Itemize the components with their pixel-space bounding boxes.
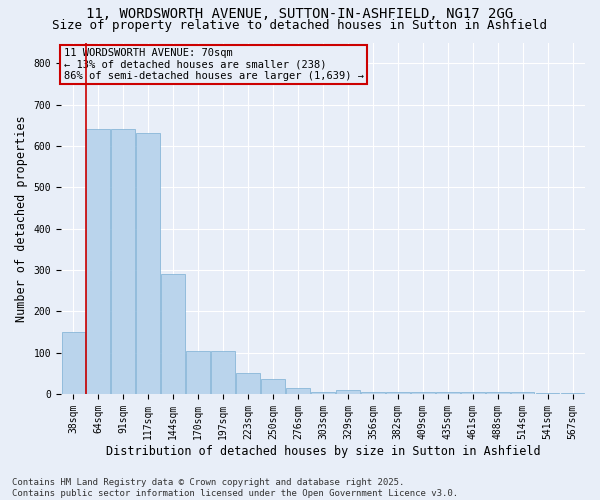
Text: Contains HM Land Registry data © Crown copyright and database right 2025.
Contai: Contains HM Land Registry data © Crown c… [12, 478, 458, 498]
Bar [211, 350, 235, 394]
Bar [336, 390, 360, 394]
X-axis label: Distribution of detached houses by size in Sutton in Ashfield: Distribution of detached houses by size … [106, 444, 540, 458]
Bar [286, 388, 310, 394]
Bar [560, 393, 584, 394]
Bar [486, 392, 509, 394]
Bar [187, 350, 210, 394]
Bar [361, 392, 385, 394]
Bar [461, 392, 485, 394]
Bar [86, 130, 110, 394]
Bar [386, 392, 410, 394]
Text: 11, WORDSWORTH AVENUE, SUTTON-IN-ASHFIELD, NG17 2GG: 11, WORDSWORTH AVENUE, SUTTON-IN-ASHFIEL… [86, 8, 514, 22]
Bar [411, 392, 434, 394]
Bar [536, 393, 559, 394]
Bar [136, 134, 160, 394]
Bar [112, 130, 135, 394]
Y-axis label: Number of detached properties: Number of detached properties [15, 115, 28, 322]
Text: 11 WORDSWORTH AVENUE: 70sqm
← 13% of detached houses are smaller (238)
86% of se: 11 WORDSWORTH AVENUE: 70sqm ← 13% of det… [64, 48, 364, 81]
Bar [62, 332, 85, 394]
Bar [311, 392, 335, 394]
Bar [261, 380, 285, 394]
Bar [511, 392, 535, 394]
Text: Size of property relative to detached houses in Sutton in Ashfield: Size of property relative to detached ho… [53, 19, 548, 32]
Bar [236, 374, 260, 394]
Bar [161, 274, 185, 394]
Bar [436, 392, 460, 394]
